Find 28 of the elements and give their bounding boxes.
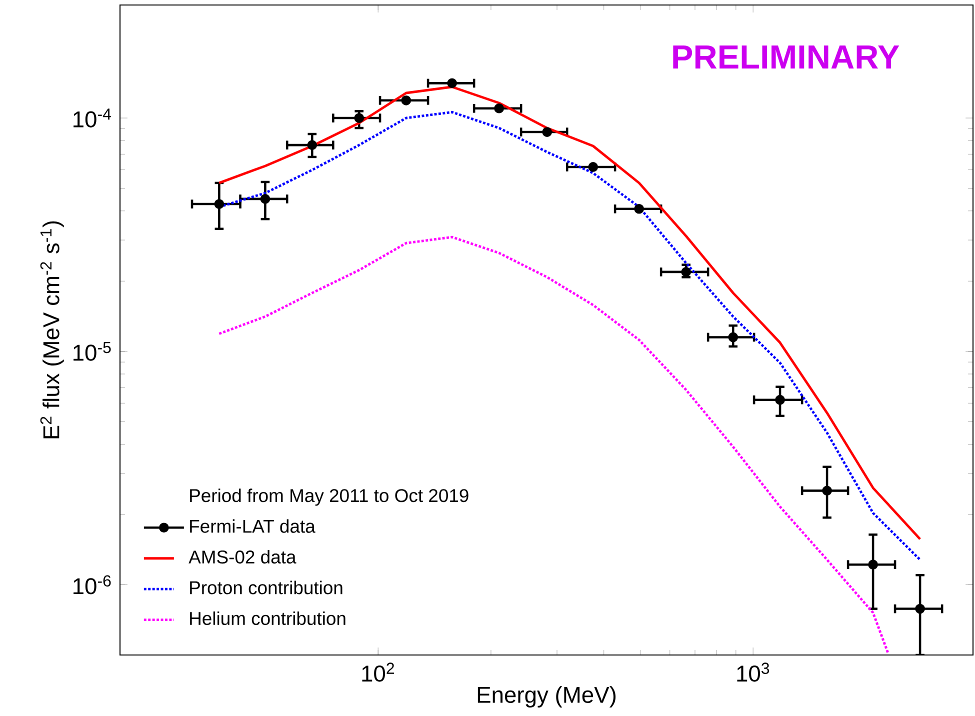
point (542, 127, 552, 137)
point (822, 486, 832, 496)
legend-label: Proton contribution (190, 580, 342, 594)
point (775, 394, 785, 405)
point (915, 604, 925, 614)
point (868, 560, 878, 570)
point (401, 95, 412, 106)
point (728, 332, 738, 342)
point (307, 140, 318, 150)
point (634, 204, 644, 214)
point (260, 194, 270, 204)
point (494, 103, 504, 114)
y-tick-label: 10$^{-5}$ (74, 342, 111, 361)
y-tick-label: 10$^{-6}$ (74, 575, 111, 594)
legend-title: Period from May 2011 to Oct 2019 (190, 488, 468, 506)
annotation: PRELIMINARY (673, 46, 900, 68)
legend-label: Fermi-LAT data (190, 519, 316, 533)
x-axis-title: Energy (MeV) (478, 686, 616, 708)
point (447, 78, 457, 88)
x-tick-label: 10$^{2}$ (362, 662, 394, 682)
y-tick-label: 10$^{-4}$ (74, 108, 111, 128)
point (588, 162, 598, 172)
y-axis-title: E$^{2}$ flux (MeV cm$^{-2}$ s$^{-1}$) (40, 221, 64, 438)
legend-label: AMS-02 data (188, 550, 296, 564)
legend-label: Helium contribution (190, 611, 346, 626)
point (214, 199, 224, 209)
x-tick-label: 10$^{3}$ (737, 662, 770, 682)
point (681, 267, 692, 277)
